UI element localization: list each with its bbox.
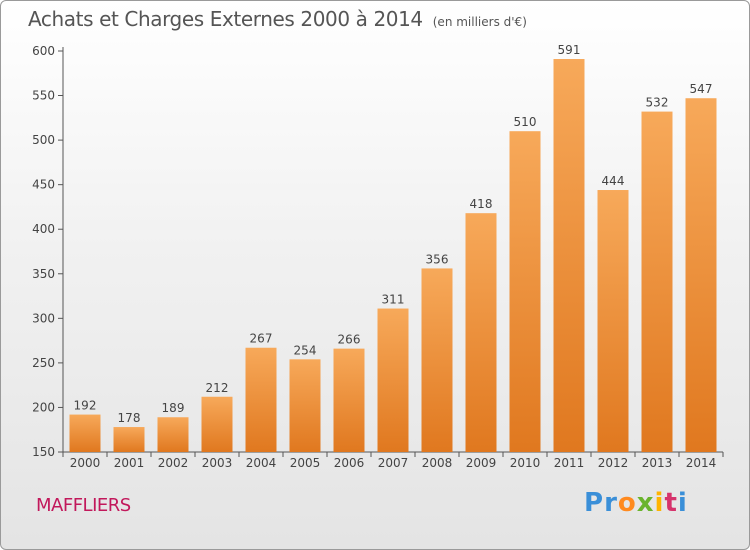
bar-value-label: 510 xyxy=(514,115,537,129)
y-tick-label: 150 xyxy=(32,445,55,459)
bar-value-label: 189 xyxy=(162,401,185,415)
chart-title: Achats et Charges Externes 2000 à 2014 (e… xyxy=(28,7,527,31)
y-tick-label: 350 xyxy=(32,267,55,281)
bar-value-label: 418 xyxy=(470,197,493,211)
y-tick-label: 500 xyxy=(32,133,55,147)
bar-value-label: 254 xyxy=(294,343,317,357)
bar-value-label: 532 xyxy=(646,96,669,110)
chart-title-text: Achats et Charges Externes 2000 à 2014 xyxy=(28,7,423,31)
proxiti-logo: Proxiti xyxy=(584,488,688,518)
bar xyxy=(597,190,629,452)
y-tick-label: 550 xyxy=(32,89,55,103)
logo-letter: P xyxy=(584,488,605,518)
bar xyxy=(421,268,453,452)
bar xyxy=(465,213,497,452)
y-tick-label: 600 xyxy=(32,44,55,58)
x-tick-label: 2007 xyxy=(378,456,409,470)
bar xyxy=(377,308,409,452)
logo-letter: i xyxy=(654,488,665,518)
x-tick-label: 2005 xyxy=(290,456,321,470)
bar-value-label: 444 xyxy=(602,174,625,188)
x-tick-label: 2004 xyxy=(246,456,277,470)
bar-value-label: 356 xyxy=(426,252,449,266)
town-name: MAFFLIERS xyxy=(36,495,131,516)
x-tick-label: 2009 xyxy=(466,456,497,470)
x-tick-label: 2014 xyxy=(686,456,717,470)
logo-letter: x xyxy=(636,488,655,518)
bar xyxy=(685,98,717,453)
bar xyxy=(509,131,541,452)
bar-value-label: 266 xyxy=(338,333,361,347)
bar xyxy=(201,396,233,452)
logo-letter: o xyxy=(617,488,637,518)
chart-unit: (en milliers d'€) xyxy=(432,15,527,29)
x-tick-label: 2001 xyxy=(114,456,145,470)
bar-value-label: 192 xyxy=(74,399,97,413)
x-tick-label: 2011 xyxy=(554,456,585,470)
y-tick-label: 450 xyxy=(32,178,55,192)
bar xyxy=(641,111,673,453)
y-tick-label: 200 xyxy=(32,400,55,414)
bar xyxy=(157,417,189,452)
bar xyxy=(289,359,321,452)
x-tick-label: 2008 xyxy=(422,456,453,470)
x-tick-label: 2003 xyxy=(202,456,233,470)
logo-letter: t xyxy=(664,488,678,518)
x-tick-label: 2000 xyxy=(70,456,101,470)
bar-value-label: 311 xyxy=(382,293,405,307)
bar-value-label: 212 xyxy=(206,381,229,395)
x-tick-label: 2010 xyxy=(510,456,541,470)
bar xyxy=(245,347,277,452)
x-tick-label: 2006 xyxy=(334,456,365,470)
bar-value-label: 178 xyxy=(118,411,141,425)
x-tick-label: 2013 xyxy=(642,456,673,470)
logo-letter: r xyxy=(604,488,618,518)
y-tick-label: 400 xyxy=(32,222,55,236)
bar xyxy=(113,427,145,452)
x-tick-label: 2002 xyxy=(158,456,189,470)
bar xyxy=(553,59,585,453)
x-tick-label: 2012 xyxy=(598,456,629,470)
logo-letter: i xyxy=(677,488,688,518)
bar-value-label: 267 xyxy=(250,332,273,346)
bar-value-label: 547 xyxy=(690,82,713,96)
y-tick-label: 300 xyxy=(32,311,55,325)
y-tick-label: 250 xyxy=(32,356,55,370)
bar-value-label: 591 xyxy=(558,43,581,57)
bar xyxy=(333,348,365,452)
bar xyxy=(69,414,101,452)
